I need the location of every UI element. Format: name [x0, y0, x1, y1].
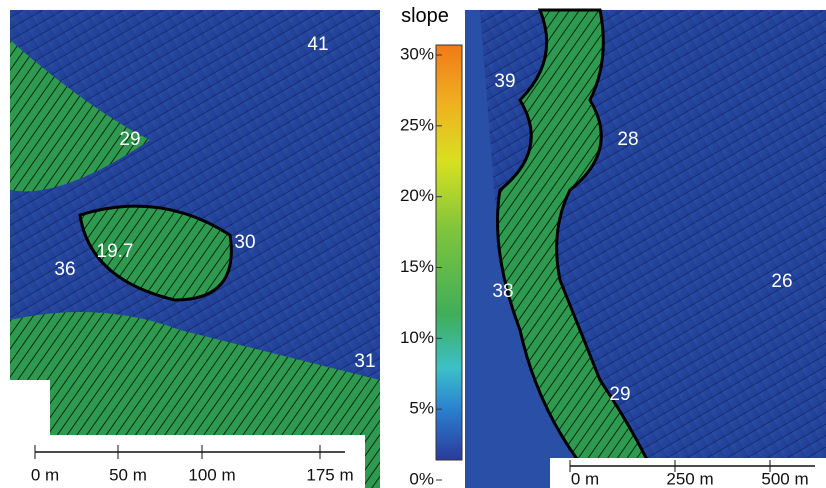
terrain-label: 41: [307, 34, 328, 55]
colorbar: [435, 44, 463, 461]
legend-title: slope: [401, 5, 449, 27]
scale-label: 0 m: [31, 465, 59, 484]
colorbar-tick-label: 30%: [400, 44, 434, 63]
terrain-label: 19.7: [97, 241, 134, 262]
scale-label: 0 m: [571, 469, 599, 488]
terrain-label: 38: [492, 281, 513, 302]
scale-label: 500 m: [761, 469, 808, 488]
scale-bar-box: [10, 435, 365, 488]
colorbar-tick-label: 5%: [409, 399, 434, 418]
colorbar-tick-label: 15%: [400, 257, 434, 276]
terrain-label: 36: [54, 259, 75, 280]
scale-label: 175 m: [306, 465, 353, 484]
colorbar-tick-label: 20%: [400, 186, 434, 205]
scale-label: 100 m: [188, 465, 235, 484]
terrain-label: 28: [617, 129, 638, 150]
terrain-label: 31: [354, 351, 375, 372]
terrain-label: 39: [494, 71, 515, 92]
terrain-label: 29: [119, 129, 140, 150]
scale-bar-box: [550, 458, 826, 488]
colorbar-tick-label: 0%: [409, 469, 434, 488]
terrain-label: 29: [609, 384, 630, 405]
right-terrain: [465, 8, 826, 488]
left-terrain: [10, 10, 380, 488]
scale-label: 250 m: [666, 469, 713, 488]
terrain-label: 26: [771, 271, 792, 292]
colorbar-tick-label: 10%: [400, 328, 434, 347]
scale-label: 50 m: [109, 465, 147, 484]
colorbar-tick-label: 25%: [400, 115, 434, 134]
terrain-label: 30: [234, 232, 255, 253]
